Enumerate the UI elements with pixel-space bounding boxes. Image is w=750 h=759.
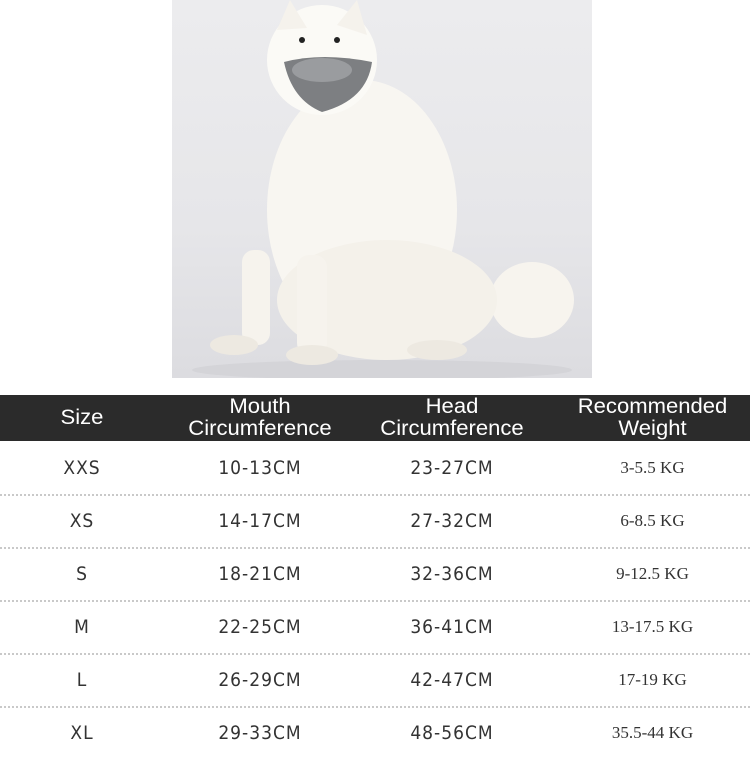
size-cell: XXS (63, 456, 101, 479)
header-line1: Head (425, 395, 479, 418)
head-cell: 42-47CM (410, 668, 494, 691)
mouth-cell: 22-25CM (218, 615, 302, 638)
header-line2: Weight (618, 417, 687, 440)
header-mouth-circumference: Mouth Circumference (166, 395, 355, 441)
table-row: XXS 10-13CM 23-27CM 3-5.5 KG (0, 441, 750, 496)
dog-illustration (192, 0, 574, 378)
header-head-circumference: Head Circumference (358, 395, 547, 441)
head-cell: 36-41CM (410, 615, 494, 638)
header-size: Size (19, 395, 145, 441)
header-line2: Circumference (188, 417, 332, 440)
header-recommended-weight: Recommended Weight (555, 395, 749, 441)
size-cell: L (76, 668, 88, 691)
size-cell: M (74, 615, 90, 638)
weight-cell: 17-19 KG (618, 669, 687, 689)
table-row: S 18-21CM 32-36CM 9-12.5 KG (0, 547, 750, 602)
weight-cell: 3-5.5 KG (620, 457, 685, 477)
header-line1: Recommended (577, 395, 728, 418)
size-cell: XL (70, 721, 94, 744)
table-row: XL 29-33CM 48-56CM 35.5-44 KG (0, 706, 750, 759)
mouth-cell: 18-21CM (218, 562, 302, 585)
table-row: XS 14-17CM 27-32CM 6-8.5 KG (0, 494, 750, 549)
mouth-cell: 29-33CM (218, 721, 302, 744)
mouth-cell: 10-13CM (218, 456, 302, 479)
weight-cell: 6-8.5 KG (620, 510, 685, 530)
table-row: M 22-25CM 36-41CM 13-17.5 KG (0, 600, 750, 655)
weight-cell: 35.5-44 KG (611, 722, 694, 742)
header-size-label: Size (60, 406, 104, 429)
head-cell: 23-27CM (410, 456, 494, 479)
size-table-header: Size Mouth Circumference Head Circumfere… (0, 395, 750, 441)
head-cell: 27-32CM (410, 509, 494, 532)
size-cell: S (76, 562, 88, 585)
head-cell: 48-56CM (410, 721, 494, 744)
product-photo (172, 0, 592, 378)
weight-cell: 9-12.5 KG (616, 563, 689, 583)
size-cell: XS (69, 509, 95, 532)
mouth-cell: 26-29CM (218, 668, 302, 691)
mouth-cell: 14-17CM (218, 509, 302, 532)
header-line1: Mouth (229, 395, 291, 418)
head-cell: 32-36CM (410, 562, 494, 585)
table-row: L 26-29CM 42-47CM 17-19 KG (0, 653, 750, 708)
weight-cell: 13-17.5 KG (611, 616, 694, 636)
header-line2: Circumference (380, 417, 524, 440)
